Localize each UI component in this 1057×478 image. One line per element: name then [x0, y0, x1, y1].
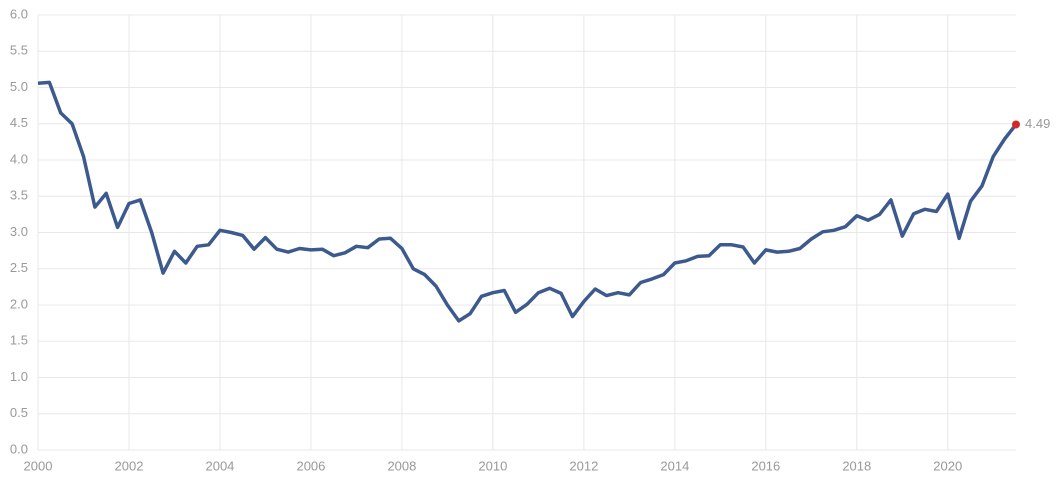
x-tick-label: 2016 — [751, 458, 780, 473]
x-tick-label: 2012 — [569, 458, 598, 473]
x-tick-label: 2000 — [24, 458, 53, 473]
y-tick-label: 1.0 — [10, 369, 28, 384]
x-tick-label: 2018 — [842, 458, 871, 473]
x-tick-label: 2008 — [387, 458, 416, 473]
x-tick-label: 2010 — [478, 458, 507, 473]
y-tick-label: 3.5 — [10, 188, 28, 203]
x-tick-label: 2002 — [115, 458, 144, 473]
y-tick-label: 4.0 — [10, 151, 28, 166]
y-tick-label: 3.0 — [10, 224, 28, 239]
last-point — [1012, 120, 1020, 129]
line — [37, 80, 1018, 323]
x-tick-label: 2020 — [933, 458, 962, 473]
y-tick-label: 4.5 — [10, 115, 28, 130]
y-tick-label: 2.0 — [10, 296, 28, 311]
y-tick-label: 2.5 — [10, 260, 28, 275]
y-tick-label: 5.0 — [10, 79, 28, 94]
y-tick-label: 1.5 — [10, 333, 28, 348]
y-tick-label: 0.0 — [10, 441, 28, 456]
x-tick-label: 2006 — [296, 458, 325, 473]
y-tick-label: 0.5 — [10, 405, 28, 420]
y-tick-label: 5.5 — [10, 43, 28, 58]
x-tick-label: 2014 — [660, 458, 689, 473]
y-tick-label: 6.0 — [10, 6, 28, 21]
x-tick-label: 2004 — [205, 458, 234, 473]
last-value-label: 4.49 — [1025, 116, 1050, 131]
